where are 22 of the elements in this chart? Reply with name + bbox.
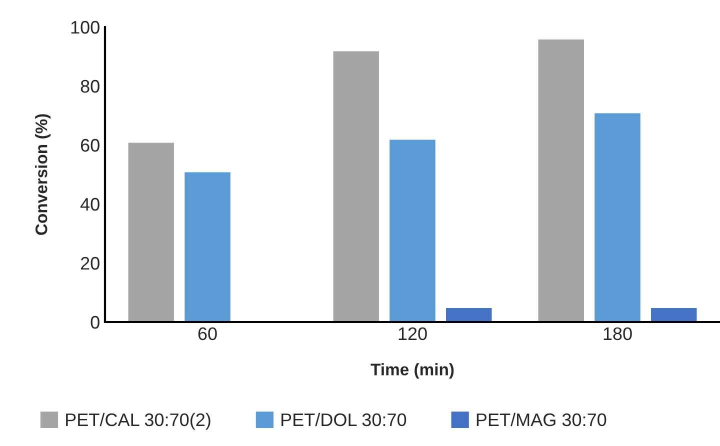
- bar: [444, 306, 494, 322]
- bar: [536, 38, 586, 322]
- bar: [388, 138, 437, 322]
- bar: [593, 112, 642, 322]
- x-axis-title: Time (min): [370, 363, 454, 379]
- y-axis-title: Conversion (%): [35, 114, 51, 235]
- y-tick-label: 20: [80, 256, 100, 270]
- legend-label: PET/CAL 30:70(2): [66, 412, 210, 430]
- bar: [650, 306, 698, 322]
- y-tick-label: 60: [80, 138, 100, 152]
- x-tick-label: 180: [604, 327, 632, 340]
- x-tick-label: 60: [198, 327, 217, 340]
- y-tick-label: 80: [80, 80, 100, 93]
- x-tick-label: 120: [398, 327, 427, 340]
- legend-label: PET/DOL 30:70: [282, 412, 406, 426]
- y-tick-label: 40: [80, 198, 100, 211]
- bar: [126, 141, 176, 322]
- bar: [332, 50, 380, 322]
- y-tick-label: 100: [71, 20, 100, 34]
- y-tick-label: 0: [90, 316, 100, 329]
- bar: [183, 170, 232, 322]
- legend-label: PET/MAG 30:70: [476, 412, 606, 426]
